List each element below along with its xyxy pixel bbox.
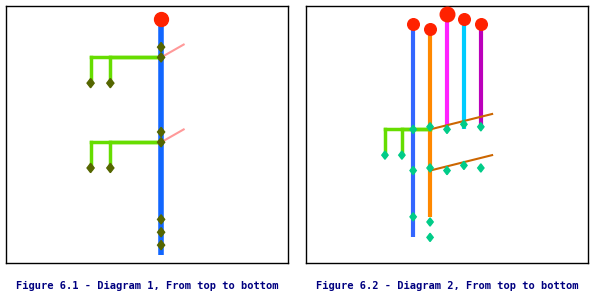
Polygon shape [158,228,164,237]
Point [157,16,166,21]
Polygon shape [427,164,433,172]
Text: Figure 6.2 - Diagram 2, From top to bottom: Figure 6.2 - Diagram 2, From top to bott… [316,281,578,291]
Polygon shape [427,233,433,242]
Polygon shape [399,151,405,159]
Text: Figure 6.1 - Diagram 1, From top to bottom: Figure 6.1 - Diagram 1, From top to bott… [16,281,278,291]
Polygon shape [461,120,467,128]
Point [425,27,435,31]
Polygon shape [427,218,433,226]
Polygon shape [158,127,164,137]
Polygon shape [87,79,94,88]
Polygon shape [478,164,484,172]
Polygon shape [107,79,114,88]
Point [459,16,469,21]
Polygon shape [158,138,164,147]
Polygon shape [158,53,164,62]
Polygon shape [444,125,450,134]
Polygon shape [158,215,164,224]
Polygon shape [410,167,416,175]
Polygon shape [461,161,467,170]
Polygon shape [478,123,484,131]
Polygon shape [382,151,388,159]
Polygon shape [158,42,164,52]
Point [476,22,485,26]
Polygon shape [410,125,416,134]
Point [409,22,418,26]
Polygon shape [158,240,164,250]
Point [442,11,452,16]
Polygon shape [87,163,94,173]
Polygon shape [107,163,114,173]
Polygon shape [427,123,433,131]
Polygon shape [444,167,450,175]
Polygon shape [410,213,416,221]
